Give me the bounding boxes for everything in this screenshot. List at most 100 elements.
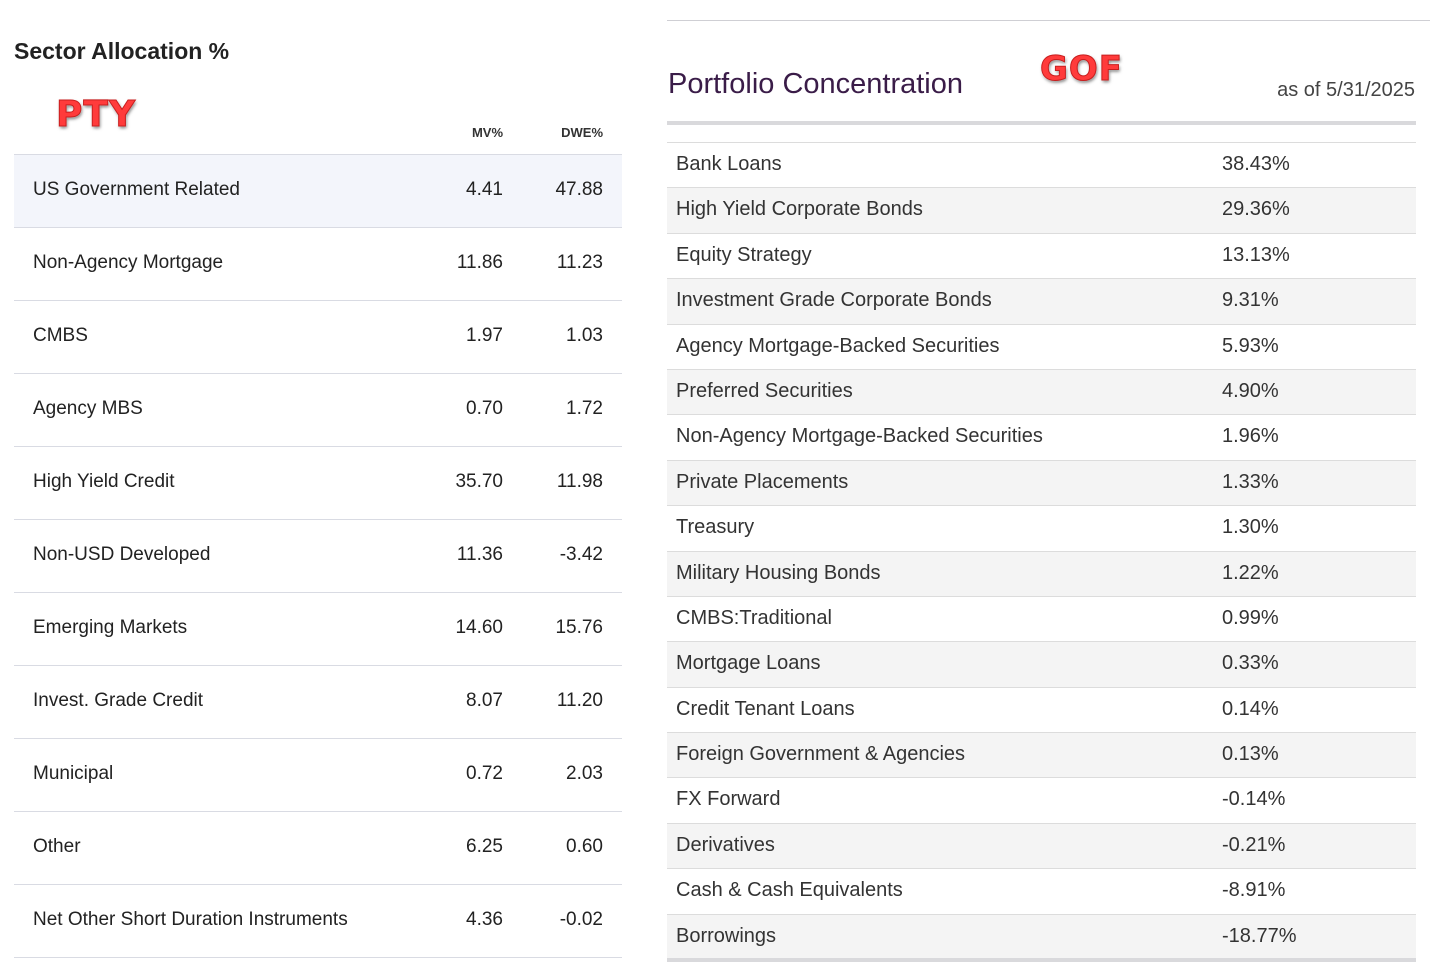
holding-value: 0.99% — [1222, 606, 1279, 629]
as-of-date: as of 5/31/2025 — [1277, 79, 1415, 101]
holding-value: 1.33% — [1222, 470, 1279, 493]
holding-value: 1.30% — [1222, 516, 1279, 539]
mv-column-header: MV% — [471, 125, 503, 140]
dwe-value: 15.76 — [555, 617, 603, 638]
dwe-value: 47.88 — [555, 179, 603, 200]
holding-value: 4.90% — [1222, 379, 1279, 402]
table-row: Net Other Short Duration Instruments 4.36… — [14, 885, 622, 958]
mv-value: 14.60 — [455, 617, 503, 638]
portfolio-concentration-title: Portfolio Concentration — [668, 68, 963, 100]
holding-label: Agency Mortgage-Backed Securities — [676, 334, 1000, 357]
sector-label: Non-Agency Mortgage — [33, 252, 224, 273]
mv-value: 1.97 — [466, 325, 503, 346]
holding-label: Credit Tenant Loans — [676, 697, 855, 720]
holding-value: 0.14% — [1222, 697, 1279, 720]
holding-label: Military Housing Bonds — [676, 561, 881, 584]
sector-label: High Yield Credit — [33, 471, 175, 492]
table-row: Treasury 1.30% — [667, 506, 1416, 552]
holding-label: Borrowings — [676, 924, 777, 947]
table-row: US Government Related 4.41 47.88 — [14, 155, 622, 228]
sector-allocation-title: Sector Allocation % — [14, 38, 230, 64]
holding-label: Equity Strategy — [676, 243, 812, 266]
sector-label: Emerging Markets — [33, 617, 188, 638]
sector-label: Municipal — [33, 763, 114, 784]
holding-value: 13.13% — [1222, 243, 1290, 266]
sector-label: Invest. Grade Credit — [33, 690, 204, 711]
sector-label: US Government Related — [33, 179, 240, 200]
dwe-value: 0.60 — [566, 836, 603, 857]
pty-stamp: PTY — [55, 94, 137, 136]
sector-label: Net Other Short Duration Instruments — [33, 909, 348, 930]
holding-label: Derivatives — [676, 833, 775, 856]
holding-label: Private Placements — [676, 470, 849, 493]
dwe-value: 11.23 — [556, 252, 603, 273]
dwe-value: 11.20 — [556, 690, 603, 711]
table-row: Non-Agency Mortgage 11.86 11.23 — [14, 228, 622, 301]
holding-label: Foreign Government & Agencies — [676, 743, 966, 766]
holding-label: Cash & Cash Equivalents — [676, 879, 903, 902]
table-row: Municipal 0.72 2.03 — [14, 739, 622, 812]
mv-value: 0.70 — [466, 398, 503, 419]
sector-label: Other — [33, 836, 81, 857]
table-row: Private Placements 1.33% — [667, 460, 1416, 507]
table-row: Derivatives -0.21% — [667, 823, 1416, 870]
dwe-value: 2.03 — [566, 763, 603, 784]
table-row: Preferred Securities 4.90% — [667, 369, 1416, 416]
mv-value: 11.86 — [456, 252, 503, 273]
gof-stamp: GOF — [1039, 49, 1124, 90]
holding-label: Investment Grade Corporate Bonds — [676, 289, 992, 312]
mv-value: 4.36 — [466, 909, 503, 930]
dwe-value: 1.03 — [566, 325, 603, 346]
dwe-value: 1.72 — [566, 398, 603, 419]
holding-value: 9.31% — [1222, 289, 1279, 312]
holding-label: Bank Loans — [676, 153, 782, 175]
holding-label: FX Forward — [676, 788, 781, 811]
dwe-column-header: DWE% — [561, 125, 603, 140]
dwe-value: 11.98 — [556, 471, 603, 492]
table-row: High Yield Corporate Bonds 29.36% — [667, 188, 1416, 234]
mv-value: 4.41 — [466, 179, 503, 200]
table-row: High Yield Credit 35.70 11.98 — [14, 447, 622, 520]
sector-label: Agency MBS — [33, 398, 143, 419]
mv-value: 6.25 — [466, 836, 503, 857]
holding-label: Mortgage Loans — [676, 652, 821, 675]
holding-value: 0.33% — [1222, 652, 1279, 675]
sector-allocation-table: US Government Related 4.41 47.88 Non-Agency… — [14, 154, 622, 958]
table-row: Investment Grade Corporate Bonds 9.31% — [667, 279, 1416, 325]
holding-label: Non-Agency Mortgage-Backed Securities — [676, 425, 1043, 448]
table-row: Borrowings -18.77% — [667, 914, 1416, 961]
mv-value: 35.70 — [455, 471, 503, 492]
table-row: Emerging Markets 14.60 15.76 — [14, 593, 622, 666]
sector-label: CMBS — [33, 325, 88, 346]
table-row: Agency MBS 0.70 1.72 — [14, 374, 622, 447]
table-row: Mortgage Loans 0.33% — [667, 642, 1416, 688]
table-row: CMBS 1.97 1.03 — [14, 301, 622, 374]
holding-value: 1.96% — [1222, 425, 1279, 448]
holding-value: -18.77% — [1222, 924, 1297, 947]
table-row: Military Housing Bonds 1.22% — [667, 551, 1416, 597]
table-row: Non-Agency Mortgage-Backed Securities 1.9… — [667, 415, 1416, 461]
table-row: FX Forward -0.14% — [667, 778, 1416, 824]
mv-value: 8.07 — [466, 690, 503, 711]
table-row: CMBS:Traditional 0.99% — [667, 597, 1416, 643]
holding-value: 29.36% — [1222, 198, 1290, 221]
table-row: Agency Mortgage-Backed Securities 5.93% — [667, 325, 1416, 370]
table-row: Credit Tenant Loans 0.14% — [667, 688, 1416, 734]
header-divider — [667, 121, 1416, 125]
portfolio-concentration-table: Bank Loans 38.43% High Yield Corporate Bon… — [667, 142, 1416, 961]
holding-label: High Yield Corporate Bonds — [676, 198, 923, 221]
table-row: Bank Loans 38.43% — [667, 143, 1416, 189]
holding-value: -0.21% — [1222, 833, 1286, 856]
dwe-value: -3.42 — [559, 544, 603, 565]
holding-label: Preferred Securities — [676, 379, 853, 402]
table-row: Equity Strategy 13.13% — [667, 234, 1416, 280]
table-row: Non-USD Developed 11.36 -3.42 — [14, 520, 622, 593]
dwe-value: -0.02 — [559, 909, 603, 930]
mv-value: 11.36 — [456, 544, 503, 565]
table-row: Foreign Government & Agencies 0.13% — [667, 733, 1416, 779]
mv-value: 0.72 — [466, 763, 503, 784]
table-row: Cash & Cash Equivalents -8.91% — [667, 869, 1416, 915]
bottom-divider — [667, 958, 1416, 962]
holding-value: 5.93% — [1222, 334, 1279, 357]
